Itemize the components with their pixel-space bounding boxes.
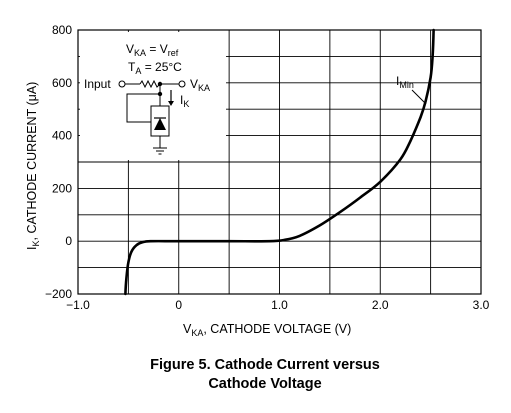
inset-vka-label: VKA <box>190 77 210 93</box>
vka-terminal <box>178 80 186 88</box>
annotation-leader <box>411 89 427 105</box>
inset-input-label: Input <box>84 77 111 91</box>
resistor <box>139 79 161 89</box>
y-tick-label: 800 <box>52 23 72 37</box>
inset-background <box>80 32 226 160</box>
y-tick-labels: −200 0 200 400 600 800 <box>45 23 72 301</box>
x-tick-label: 3.0 <box>473 298 490 312</box>
annotation-imin: IMin <box>396 74 427 105</box>
x-tick-label: 1.0 <box>271 298 288 312</box>
y-tick-label: 0 <box>65 234 72 248</box>
regulator-triangle <box>154 118 166 130</box>
figure-caption-line2: Cathode Voltage <box>208 376 321 392</box>
inset-line1: VKA = Vref <box>126 42 179 58</box>
ik-arrowhead <box>168 101 174 106</box>
y-tick-label: 600 <box>52 76 72 90</box>
x-tick-label: 2.0 <box>372 298 389 312</box>
series-line <box>124 28 435 296</box>
x-axis-label: VKA, CATHODE VOLTAGE (V) <box>183 322 351 338</box>
x-tick-label: −1.0 <box>66 298 90 312</box>
input-terminal <box>118 80 126 88</box>
x-tick-labels: −1.0 0 1.0 2.0 3.0 <box>66 298 490 312</box>
y-axis-label: IK, CATHODE CURRENT (μA) <box>25 82 41 250</box>
inset-line2: TA = 25°C <box>128 60 182 76</box>
y-tick-label: −200 <box>45 287 72 301</box>
inset-ik-label: IK <box>180 93 189 109</box>
figure-caption-line1: Figure 5. Cathode Current versus <box>150 357 380 373</box>
y-tick-label: 400 <box>52 129 72 143</box>
inset-circuit: VKA = Vref TA = 25°C Input VKA IK <box>80 32 226 160</box>
x-tick-label: 0 <box>175 298 182 312</box>
annotation-label: IMin <box>396 74 414 90</box>
wire <box>126 93 160 123</box>
y-tick-label: 200 <box>52 181 72 195</box>
